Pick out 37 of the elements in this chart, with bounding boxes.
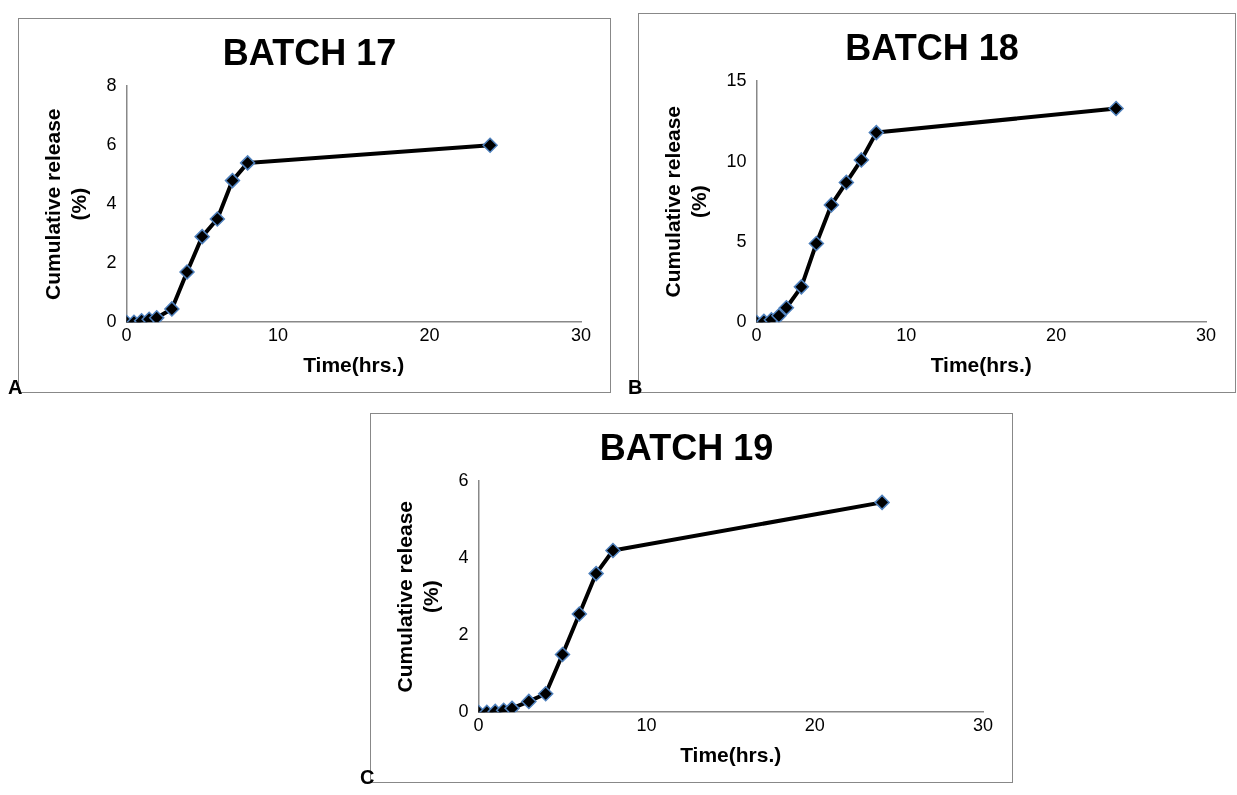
y-tick-label: 2 — [106, 252, 117, 273]
x-tick-label: 0 — [121, 324, 132, 345]
x-tick-label: 0 — [751, 324, 762, 345]
y-tick-label: 6 — [106, 134, 117, 155]
chart-title: BATCH 17 — [222, 31, 397, 73]
y-tick-label: 10 — [726, 150, 747, 171]
y-tick-label: 4 — [458, 547, 469, 568]
text: B — [628, 376, 643, 399]
x-tick-label: 10 — [636, 714, 657, 735]
x-tick-label: 10 — [896, 324, 917, 345]
y-tick-label: 6 — [458, 470, 469, 491]
x-tick-label: 20 — [804, 714, 825, 735]
x-tick-label: 30 — [570, 324, 592, 345]
chart-title: BATCH 18 — [845, 26, 1019, 68]
y-tick-label: 0 — [106, 311, 117, 332]
x-tick-label: 30 — [1195, 324, 1217, 345]
x-tick-label: 10 — [267, 324, 288, 345]
y-axis-title: Cumulative release (%) — [661, 105, 710, 298]
chart-title: BATCH 19 — [599, 426, 774, 468]
x-axis-title: Time(hrs.) — [303, 353, 405, 377]
x-tick-label: 20 — [419, 324, 440, 345]
y-tick-label: 0 — [458, 701, 469, 722]
y-axis-title: Cumulative release (%) — [41, 108, 90, 300]
x-tick-label: 20 — [1046, 324, 1067, 345]
text: A — [8, 376, 23, 399]
x-tick-label: 30 — [972, 714, 994, 735]
x-tick-label: 0 — [473, 714, 484, 735]
y-tick-label: 8 — [106, 75, 117, 96]
x-axis-title: Time(hrs.) — [680, 743, 782, 767]
text: C — [360, 766, 375, 789]
y-tick-label: 2 — [458, 624, 469, 645]
y-tick-label: 5 — [736, 230, 747, 251]
y-tick-label: 4 — [106, 193, 117, 214]
y-tick-label: 0 — [736, 311, 747, 332]
x-axis-title: Time(hrs.) — [930, 353, 1032, 377]
y-tick-label: 15 — [726, 70, 747, 91]
y-axis-title: Cumulative release (%) — [393, 500, 442, 693]
